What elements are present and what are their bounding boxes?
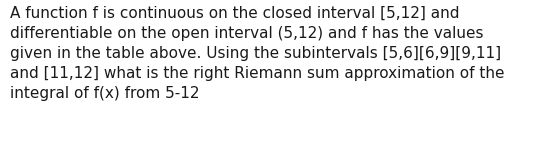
Text: A function f is continuous on the closed interval [5,12] and
differentiable on t: A function f is continuous on the closed… bbox=[10, 6, 504, 101]
